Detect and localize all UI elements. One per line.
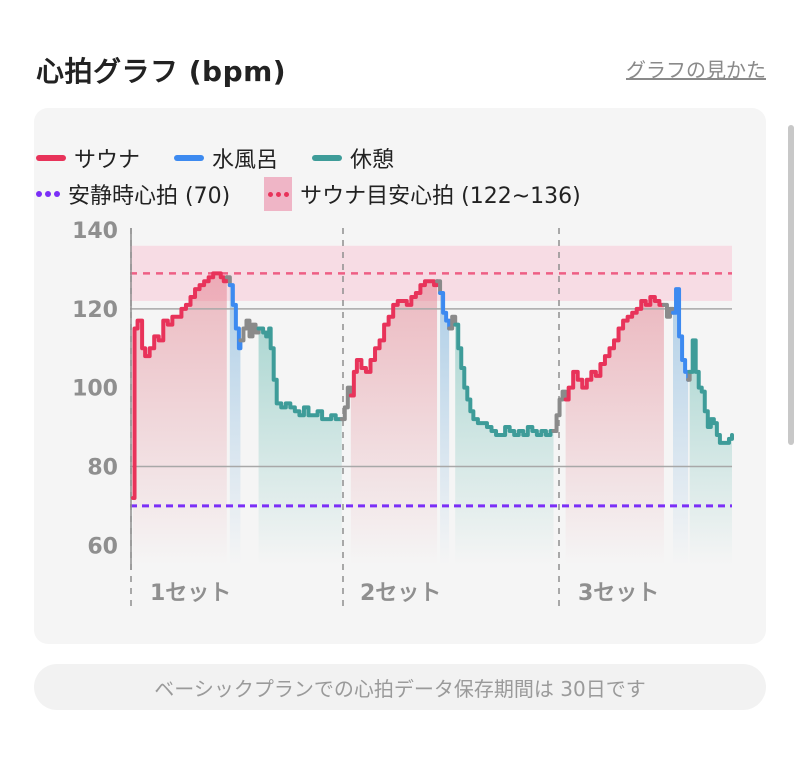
area-sauna-12 <box>565 297 664 565</box>
hr-line-sauna-12 <box>563 295 666 402</box>
area-sauna-0 <box>133 273 227 565</box>
area-cold_bath-14 <box>673 289 689 565</box>
storage-notice: ベーシックプランでの心拍データ保存期間は 30日です <box>34 664 766 710</box>
area-rest-16 <box>689 340 732 565</box>
legend-item-rest: 休憩 <box>312 142 394 174</box>
hr-line-transition-11 <box>551 389 568 433</box>
legend-label-rest: 休憩 <box>350 148 395 173</box>
resting-swatch <box>36 191 60 197</box>
hr-line-transition-3 <box>238 318 261 343</box>
hr-line-sauna-6 <box>348 279 440 398</box>
hr-line-transition-9 <box>447 314 458 331</box>
legend-item-cold-bath: 水風呂 <box>174 142 278 174</box>
legend-item-sauna: サウナ <box>36 142 140 174</box>
y-tick-120: 120 <box>72 298 118 323</box>
area-rest-4 <box>258 328 342 565</box>
area-sauna-6 <box>350 281 438 565</box>
chart-header: 心拍グラフ (bpm) グラフの見かた <box>36 50 766 90</box>
legend-label-target: サウナ目安心拍 (122~136) <box>300 184 581 209</box>
sauna-swatch <box>36 155 66 161</box>
target-swatch <box>264 177 293 211</box>
hr-line-sauna-0 <box>131 271 229 500</box>
hr-line-rest-16 <box>687 338 734 445</box>
page-title: 心拍グラフ (bpm) <box>36 55 287 88</box>
area-rest-10 <box>455 324 554 565</box>
heart-rate-chart: 140 120 100 80 60 1セット 2セット 3セット <box>72 219 734 610</box>
hr-line-transition-15 <box>686 369 692 382</box>
legend-label-resting: 安静時心拍 (70) <box>68 184 231 209</box>
graph-guide-link[interactable]: グラフの見かた <box>626 58 766 82</box>
hr-line-transition-5 <box>339 385 353 422</box>
hr-line-cold_bath-8 <box>438 291 452 331</box>
hr-line-cold_bath-2 <box>227 283 243 351</box>
legend-label-cold-bath: 水風呂 <box>212 148 279 173</box>
set-label-1: 1セット <box>150 581 231 606</box>
rest-swatch <box>312 155 343 161</box>
area-cold_bath-8 <box>440 293 450 565</box>
legend-item-resting: 安静時心拍 (70) <box>36 178 230 210</box>
area-cold_bath-2 <box>229 285 241 565</box>
chart-legend: サウナ 水風呂 休憩 安静時心拍 (70) サウナ目安心拍 (122~136) <box>36 140 736 212</box>
legend-label-sauna: サウナ <box>74 148 141 173</box>
cold-bath-swatch <box>174 155 205 161</box>
y-tick-60: 60 <box>87 534 118 559</box>
hr-line-transition-1 <box>224 275 232 288</box>
set-label-2: 2セット <box>360 581 441 606</box>
legend-item-target: サウナ目安心拍 (122~136) <box>264 177 581 211</box>
y-tick-80: 80 <box>87 455 118 480</box>
y-tick-140: 140 <box>72 219 118 244</box>
set-label-3: 3セット <box>578 581 659 606</box>
hr-line-transition-13 <box>661 302 676 319</box>
y-tick-100: 100 <box>72 377 118 402</box>
scrollbar[interactable] <box>788 125 794 445</box>
hr-line-transition-7 <box>435 279 443 296</box>
hr-line-rest-4 <box>256 326 344 422</box>
hr-line-rest-10 <box>453 322 556 437</box>
hr-line-cold_bath-14 <box>671 287 691 382</box>
